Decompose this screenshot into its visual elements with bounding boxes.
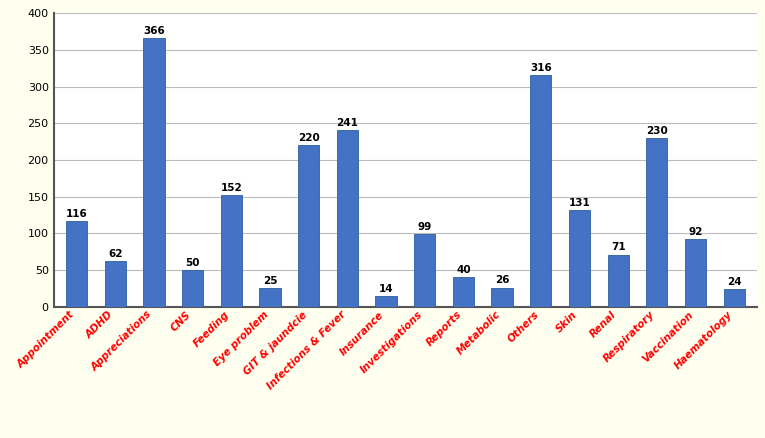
Bar (66, 222, 87, 307)
Text: 24: 24 (727, 277, 741, 287)
Bar (298, 145, 320, 307)
Bar (491, 287, 513, 307)
Text: 152: 152 (220, 183, 243, 193)
Bar (453, 277, 474, 307)
Text: 131: 131 (568, 198, 591, 208)
Bar (182, 270, 203, 307)
Text: 50: 50 (186, 258, 200, 268)
Text: 230: 230 (646, 126, 668, 136)
Text: 241: 241 (337, 117, 358, 127)
Bar (337, 130, 358, 307)
Bar (530, 75, 552, 307)
Text: 116: 116 (66, 209, 88, 219)
Bar (685, 239, 706, 307)
Text: 25: 25 (263, 276, 278, 286)
Text: 62: 62 (108, 249, 122, 259)
Bar (646, 138, 667, 307)
Text: 366: 366 (143, 26, 165, 36)
Text: 316: 316 (530, 63, 552, 73)
Text: 71: 71 (610, 242, 626, 252)
Bar (259, 288, 281, 307)
Text: 220: 220 (298, 133, 320, 143)
Text: 92: 92 (688, 227, 703, 237)
Bar (569, 211, 590, 307)
Text: 26: 26 (495, 276, 509, 285)
Text: 14: 14 (379, 284, 393, 294)
Bar (105, 261, 126, 307)
Bar (144, 38, 164, 307)
Bar (221, 195, 242, 307)
Text: 40: 40 (456, 265, 470, 275)
Bar (376, 297, 397, 307)
Bar (724, 289, 745, 307)
Text: 99: 99 (418, 222, 432, 232)
Bar (607, 254, 629, 307)
Bar (414, 234, 435, 307)
